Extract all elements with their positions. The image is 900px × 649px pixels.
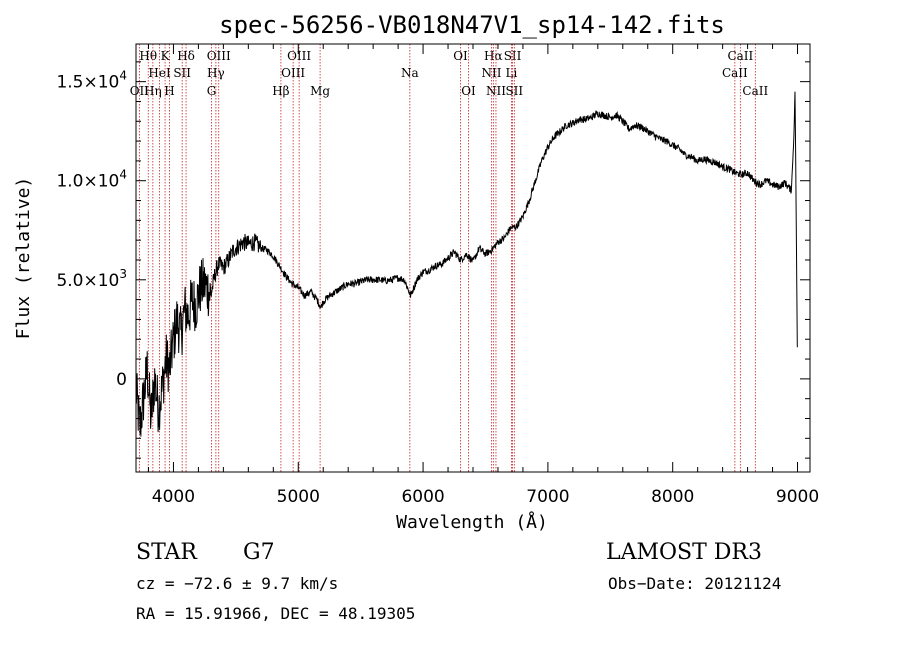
survey-name: LAMOST DR3 — [606, 540, 762, 565]
line-label-13: Hβ — [272, 84, 289, 98]
y-axis-label: Flux (relative) — [13, 177, 34, 340]
line-label-17: OI — [461, 84, 476, 98]
line-label-22: NII — [486, 84, 506, 98]
chart-title: spec-56256-VB018N47V1_sp14-142.fits — [219, 11, 725, 39]
line-label-0: Hθ — [139, 49, 157, 63]
y-tick-label-1: 5.0×103 — [56, 267, 127, 291]
obs-date: Obs−Date: 20121124 — [608, 574, 782, 593]
x-tick-label-2: 6000 — [401, 487, 444, 507]
x-tick-label-4: 8000 — [651, 487, 694, 507]
line-label-3: K — [161, 49, 171, 63]
line-label-14: Mg — [310, 84, 330, 98]
line-label-16: OI — [453, 49, 468, 63]
line-label-8: OIII — [207, 49, 231, 63]
x-tick-label-5: 9000 — [776, 487, 819, 507]
x-axis-label: Wavelength (Å) — [396, 511, 548, 533]
x-axis: 4000 5000 6000 7000 8000 9000 — [147, 44, 819, 507]
object-subclass: G7 — [243, 540, 275, 565]
line-label-20: NII — [481, 66, 501, 80]
line-label-2: Hη — [144, 84, 162, 98]
line-label-7: Hδ — [177, 49, 195, 63]
line-label-25: CaII — [722, 66, 748, 80]
line-label-11: OIII — [287, 49, 311, 63]
x-tick-label-1: 5000 — [277, 487, 320, 507]
object-class: STAR — [136, 540, 197, 565]
line-label-18: Hα — [484, 49, 503, 63]
line-label-9: Hγ — [207, 66, 225, 80]
y-tick-label-2: 1.0×104 — [56, 168, 127, 192]
flux-series — [135, 91, 798, 437]
line-label-10: G — [207, 84, 217, 98]
line-label-6: H — [164, 84, 174, 98]
line-label-1: OII — [130, 84, 150, 98]
line-label-15: Na — [401, 66, 419, 80]
y-tick-label-3: 1.5×104 — [56, 69, 127, 93]
redshift-cz: cz = −72.6 ± 9.7 km/s — [136, 574, 339, 593]
coordinates: RA = 15.91966, DEC = 48.19305 — [136, 604, 416, 623]
line-label-19: SII — [504, 49, 522, 63]
y-tick-label-0: 0 — [116, 370, 127, 390]
y-axis: 0 5.0×103 1.0×104 1.5×104 — [56, 61, 810, 459]
x-tick-label-0: 4000 — [152, 487, 195, 507]
line-label-5: SII — [173, 66, 191, 80]
line-label-24: CaII — [727, 49, 753, 63]
x-tick-label-3: 7000 — [526, 487, 569, 507]
line-label-4: HeI — [148, 66, 171, 80]
line-label-21: Li — [506, 66, 518, 80]
line-label-12: OIII — [281, 66, 305, 80]
line-label-26: CaII — [742, 84, 768, 98]
spectrum-trace — [135, 91, 798, 437]
line-label-23: SII — [505, 84, 523, 98]
